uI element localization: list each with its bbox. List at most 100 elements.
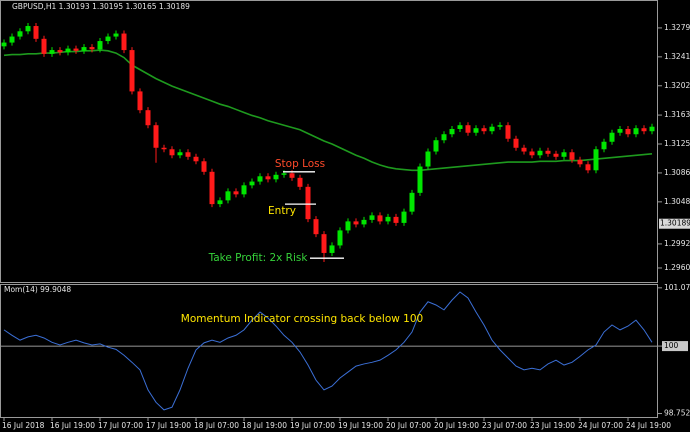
candle-body <box>513 138 519 148</box>
reference-label-bg <box>662 341 688 352</box>
y-tick-label: 100 <box>664 341 679 350</box>
x-tick-label: 18 Jul 07:00 <box>194 421 239 430</box>
candle-body <box>425 151 431 167</box>
candle-body <box>137 91 143 111</box>
x-tick-label: 19 Jul 07:00 <box>290 421 335 430</box>
candle-body <box>1 42 7 47</box>
candle-body <box>409 192 415 212</box>
price-panel-frame <box>0 0 658 283</box>
candle-body <box>537 150 543 156</box>
candle-body <box>289 173 295 178</box>
candle-body <box>505 125 511 139</box>
candle-body <box>481 128 487 132</box>
candle-body <box>545 150 551 154</box>
candle-body <box>273 174 279 180</box>
candle-body <box>473 128 479 133</box>
candle-body <box>169 149 175 156</box>
y-tick-label: 98.7527 <box>664 409 690 418</box>
candle-body <box>17 31 23 37</box>
candle-body <box>633 128 639 135</box>
momentum-line <box>3 291 653 411</box>
candle-body <box>489 126 495 132</box>
candle-body <box>337 230 343 246</box>
candle-body <box>249 181 255 186</box>
candle-body <box>241 185 247 195</box>
candle-body <box>9 36 15 43</box>
candle-body <box>329 245 335 253</box>
candle-body <box>561 152 567 157</box>
candle-body <box>465 125 471 133</box>
candle-body <box>129 50 135 92</box>
candle-body <box>441 134 447 141</box>
candle-body <box>305 186 311 220</box>
y-tick-label: 1.30865 <box>664 168 690 177</box>
y-tick-label: 1.31635 <box>664 110 690 119</box>
candle-body <box>393 216 399 223</box>
candle-body <box>449 128 455 135</box>
candle-body <box>145 110 151 126</box>
candle-body <box>185 152 191 157</box>
price-header: GBPUSD,H1 1.30193 1.30195 1.30165 1.3018… <box>12 2 190 11</box>
candle-body <box>217 200 223 205</box>
candle-body <box>553 153 559 157</box>
candle-body <box>641 128 647 132</box>
candle-body <box>25 26 31 32</box>
candle-body <box>497 125 503 127</box>
candle-body <box>297 177 303 187</box>
x-tick-label: 23 Jul 19:00 <box>530 421 575 430</box>
candle-body <box>577 159 583 165</box>
x-tick-label: 16 Jul 2018 <box>2 421 45 430</box>
x-tick-label: 18 Jul 19:00 <box>242 421 287 430</box>
annotation: Take Profit: 2x Risk <box>208 252 309 264</box>
candle-body <box>65 48 71 53</box>
candle-body <box>313 219 319 235</box>
moving-average <box>3 49 653 172</box>
candle-body <box>225 191 231 201</box>
candle-body <box>153 125 159 148</box>
x-tick-label: 20 Jul 19:00 <box>434 421 479 430</box>
candle-body <box>265 176 271 180</box>
candle-body <box>81 47 87 51</box>
candle-body <box>105 36 111 42</box>
candle-body <box>281 173 287 175</box>
y-tick-label: 1.32025 <box>664 81 690 90</box>
y-tick-label: 1.32795 <box>664 23 690 32</box>
candle-body <box>345 221 351 231</box>
candle-body <box>33 26 39 39</box>
y-tick-label: 1.31250 <box>664 139 690 148</box>
candle-body <box>609 132 615 142</box>
candle-body <box>593 149 599 171</box>
y-tick-label: 1.30480 <box>664 197 690 206</box>
candle-body <box>321 234 327 253</box>
candle-body <box>201 161 207 172</box>
candle-body <box>257 176 263 182</box>
x-tick-label: 24 Jul 19:00 <box>626 421 671 430</box>
candle-body <box>369 215 375 220</box>
candle-body <box>89 47 95 50</box>
annotation: Stop Loss <box>275 158 325 170</box>
candle-body <box>49 50 55 54</box>
candle-body <box>529 151 535 156</box>
last-price-label: 1.30189 <box>660 219 690 228</box>
candle-body <box>457 125 463 129</box>
candle-body <box>585 164 591 171</box>
momentum-header: Mom(14) 99.9048 <box>4 285 71 294</box>
candle-body <box>113 33 119 37</box>
candle-body <box>177 152 183 156</box>
candle-body <box>361 219 367 225</box>
candle-body <box>97 41 103 50</box>
candle-body <box>233 191 239 195</box>
candle-body <box>377 215 383 222</box>
y-tick-label: 1.32410 <box>664 52 690 61</box>
candle-body <box>417 166 423 193</box>
candle-body <box>601 141 607 150</box>
x-tick-label: 17 Jul 07:00 <box>98 421 143 430</box>
candle-body <box>209 171 215 205</box>
x-tick-label: 24 Jul 07:00 <box>578 421 623 430</box>
candle-body <box>433 140 439 152</box>
candle-body <box>41 38 47 54</box>
last-price-bg <box>659 218 690 229</box>
candle-body <box>353 221 359 225</box>
x-tick-label: 16 Jul 19:00 <box>50 421 95 430</box>
